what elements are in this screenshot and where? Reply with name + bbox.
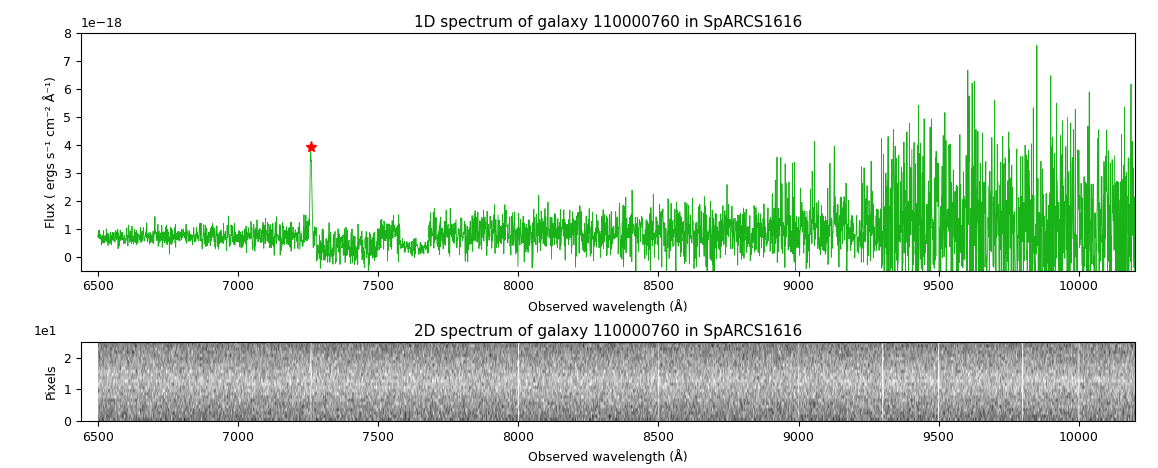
Text: 1e−18: 1e−18 <box>81 17 123 30</box>
X-axis label: Observed wavelength (Å): Observed wavelength (Å) <box>528 449 688 464</box>
Text: 1e1: 1e1 <box>34 325 57 338</box>
Y-axis label: Pixels: Pixels <box>45 364 58 399</box>
Title: 1D spectrum of galaxy 110000760 in SpARCS1616: 1D spectrum of galaxy 110000760 in SpARC… <box>413 15 802 30</box>
Title: 2D spectrum of galaxy 110000760 in SpARCS1616: 2D spectrum of galaxy 110000760 in SpARC… <box>413 324 802 339</box>
X-axis label: Observed wavelength (Å): Observed wavelength (Å) <box>528 299 688 314</box>
Y-axis label: Flux ( ergs s⁻¹ cm⁻² Å⁻¹): Flux ( ergs s⁻¹ cm⁻² Å⁻¹) <box>43 76 58 227</box>
